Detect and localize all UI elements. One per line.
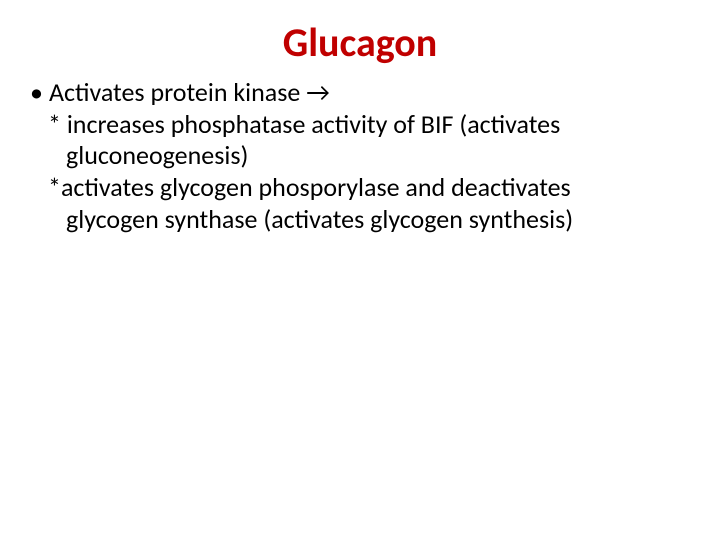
slide: Glucagon • Activates protein kinase → * … (0, 0, 720, 540)
sub-item-1-line-2: gluconeogenesis) (28, 140, 692, 172)
sub-item-2-line-1: *activates glycogen phosporylase and dea… (28, 172, 692, 204)
bullet-text: Activates protein kinase → (49, 77, 692, 109)
slide-body: • Activates protein kinase → * increases… (0, 77, 720, 236)
bullet-marker: • (28, 77, 49, 109)
bullet-item: • Activates protein kinase → (28, 77, 692, 109)
slide-title: Glucagon (0, 0, 720, 77)
sub-item-2-line-2: glycogen synthase (activates glycogen sy… (28, 204, 692, 236)
arrow-icon: → (306, 76, 330, 108)
sub-item-1-line-1: * increases phosphatase activity of BIF … (28, 109, 692, 141)
bullet-text-main: Activates protein kinase (49, 76, 306, 108)
